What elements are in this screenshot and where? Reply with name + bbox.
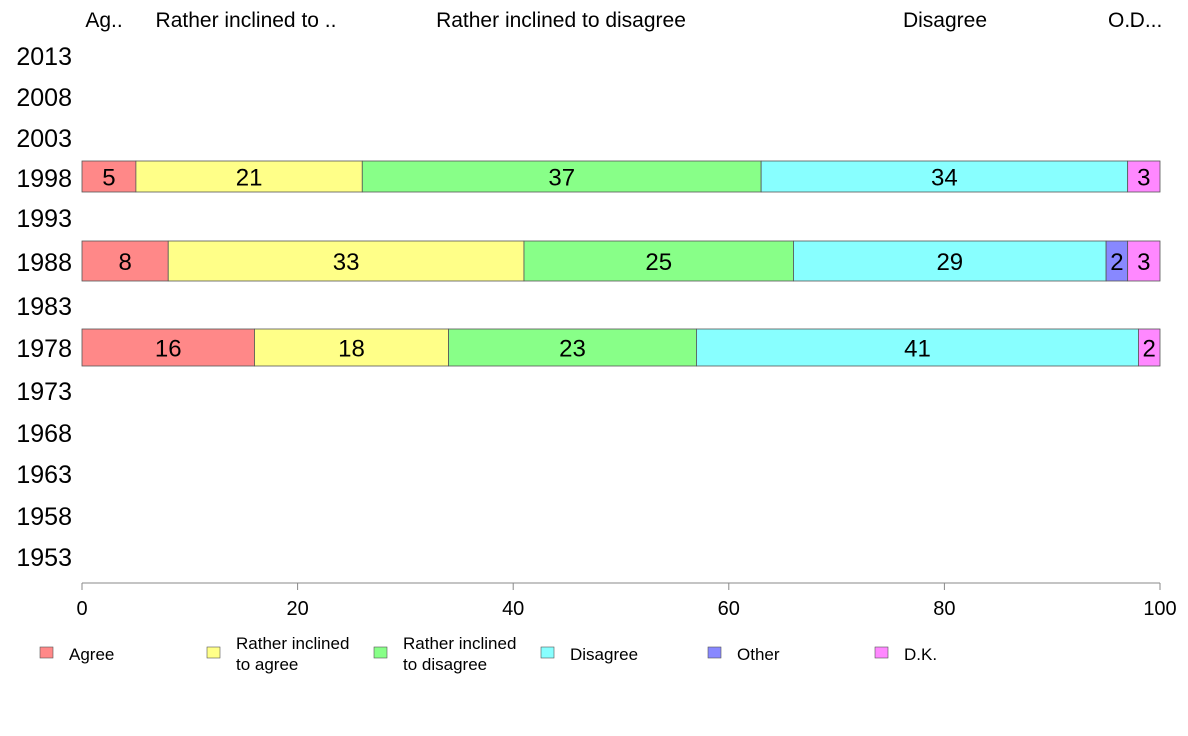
bars: 5 21 37 34 38 33 25 29 2 316 18 23 41 2 bbox=[81, 160, 1161, 367]
legend-label-1-1: to agree bbox=[236, 655, 298, 674]
data-label-1978-0: 16 bbox=[155, 336, 182, 363]
bar-1988-d-k- bbox=[1127, 240, 1161, 282]
legend-swatch-agree bbox=[39, 646, 54, 659]
x-tick-label-20: 20 bbox=[286, 598, 308, 620]
bar-1978-d-k- bbox=[1138, 328, 1161, 367]
y-tick-label-1998: 1998 bbox=[16, 165, 72, 193]
data-label-1998-1: 21 bbox=[236, 165, 263, 192]
y-tick-label-1953: 1953 bbox=[16, 544, 72, 572]
x-tick-label-0: 0 bbox=[76, 598, 87, 620]
legend-label-2-0: Rather inclined bbox=[403, 634, 516, 653]
y-tick-label-2013: 2013 bbox=[16, 43, 72, 71]
bar-1988-disagree bbox=[793, 240, 1107, 282]
data-label-1978-3: 41 bbox=[904, 336, 931, 363]
data-label-1988-0: 8 bbox=[118, 249, 131, 276]
bar-1978-disagree bbox=[696, 328, 1139, 367]
top-series-label-0: Ag.. bbox=[85, 9, 122, 32]
x-tick-label-40: 40 bbox=[502, 598, 524, 620]
legend-swatch-d-k- bbox=[874, 646, 889, 659]
y-tick-label-1963: 1963 bbox=[16, 461, 72, 489]
top-series-label-2: Rather inclined to disagree bbox=[436, 9, 686, 32]
y-tick-label-1983: 1983 bbox=[16, 293, 72, 321]
data-label-1998-2: 37 bbox=[548, 165, 575, 192]
top-series-labels: Ag.. Rather inclined to .. Rather inclined… bbox=[85, 9, 1162, 32]
top-series-label-4: O.. bbox=[1108, 9, 1136, 32]
y-tick-label-2003: 2003 bbox=[16, 125, 72, 153]
top-series-label-3: Disagree bbox=[903, 9, 987, 32]
legend-swatch-other bbox=[707, 646, 722, 659]
legend: Agree Rather inclined to agree Rather incli… bbox=[39, 634, 937, 674]
bar-1988-rather-inclined-to-disagree bbox=[523, 240, 794, 282]
x-tick-label-80: 80 bbox=[933, 598, 955, 620]
y-tick-label-1993: 1993 bbox=[16, 205, 72, 233]
data-label-1978-2: 23 bbox=[559, 336, 586, 363]
legend-swatch-rather-inclined-to-agree bbox=[206, 646, 221, 659]
y-tick-label-1988: 1988 bbox=[16, 249, 72, 277]
y-tick-label-2008: 2008 bbox=[16, 84, 72, 112]
data-label-1988-3: 29 bbox=[936, 249, 963, 276]
x-tick-label-100: 100 bbox=[1143, 598, 1176, 620]
legend-swatch-disagree bbox=[540, 646, 555, 659]
bar-1988-rather-inclined-to-agree bbox=[167, 240, 525, 282]
bar-1998-d-k- bbox=[1127, 160, 1161, 193]
legend-swatch-rather-inclined-to-disagree bbox=[373, 646, 388, 659]
y-tick-label-1958: 1958 bbox=[16, 503, 72, 531]
legend-label-4-0: Other bbox=[737, 645, 780, 664]
legend-label-5-0: D.K. bbox=[904, 645, 937, 664]
x-tick-label-60: 60 bbox=[718, 598, 740, 620]
data-label-1978-1: 18 bbox=[338, 336, 365, 363]
bar-1988-agree bbox=[81, 240, 169, 282]
top-series-label-5: D... bbox=[1130, 9, 1163, 32]
data-label-1998-3: 34 bbox=[931, 165, 958, 192]
data-label-1998-0: 5 bbox=[102, 165, 115, 192]
bar-1978-agree bbox=[81, 328, 255, 367]
y-tick-label-1973: 1973 bbox=[16, 378, 72, 406]
data-label-1988-4: 2 bbox=[1110, 249, 1123, 276]
data-label-1988-2: 25 bbox=[645, 249, 672, 276]
data-label-1988-1: 33 bbox=[333, 249, 360, 276]
y-axis-labels: 2013 2008 2003 1998 1993 1988 1983 1978 1973 1968… bbox=[16, 43, 72, 572]
x-axis: 0 20 40 60 80 100 bbox=[76, 582, 1177, 620]
y-tick-label-1978: 1978 bbox=[16, 335, 72, 363]
legend-label-0-0: Agree bbox=[69, 645, 114, 664]
data-label-1988-5: 3 bbox=[1137, 249, 1150, 276]
data-label-1998-5: 3 bbox=[1137, 165, 1150, 192]
top-series-label-1: Rather inclined to .. bbox=[156, 9, 337, 32]
bar-1978-rather-inclined-to-agree bbox=[254, 328, 449, 367]
data-label-1978-5: 2 bbox=[1143, 336, 1156, 363]
bar-1998-rather-inclined-to-agree bbox=[135, 160, 363, 193]
y-tick-label-1968: 1968 bbox=[16, 420, 72, 448]
legend-label-2-1: to disagree bbox=[403, 655, 487, 674]
legend-label-1-0: Rather inclined bbox=[236, 634, 349, 653]
legend-label-3-0: Disagree bbox=[570, 645, 638, 664]
